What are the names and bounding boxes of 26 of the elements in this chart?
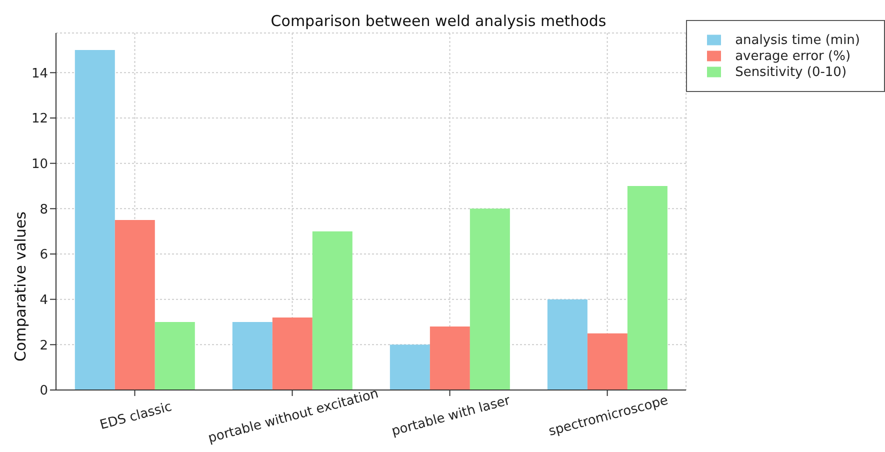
- y-tick-label: 6: [40, 248, 48, 263]
- bar: [114, 220, 155, 390]
- y-tick-label: 0: [40, 384, 48, 399]
- x-tick-label: EDS classic: [98, 400, 174, 434]
- y-tick-label: 8: [40, 202, 48, 218]
- bar: [74, 50, 115, 390]
- y-tick-label: 12: [31, 112, 48, 127]
- bar: [547, 299, 588, 390]
- legend-label: analysis time (min): [735, 33, 860, 48]
- bar: [272, 317, 312, 390]
- y-tick-label: 10: [31, 156, 48, 172]
- bar: [430, 326, 470, 390]
- bar: [312, 231, 352, 390]
- chart-title: Comparison between weld analysis methods: [270, 12, 608, 30]
- bar: [587, 333, 628, 390]
- y-tick-label: 2: [40, 338, 48, 354]
- legend-label: Sensitivity (0-10): [735, 65, 847, 80]
- y-tick-label: 14: [31, 66, 48, 82]
- y-axis-title: Comparative values: [11, 211, 30, 362]
- bar: [232, 322, 272, 390]
- legend-label: average error (%): [735, 49, 851, 64]
- y-tick-label: 4: [40, 292, 48, 308]
- bar: [154, 322, 195, 390]
- bar: [390, 344, 430, 390]
- bar: [627, 186, 668, 390]
- bar: [470, 208, 510, 390]
